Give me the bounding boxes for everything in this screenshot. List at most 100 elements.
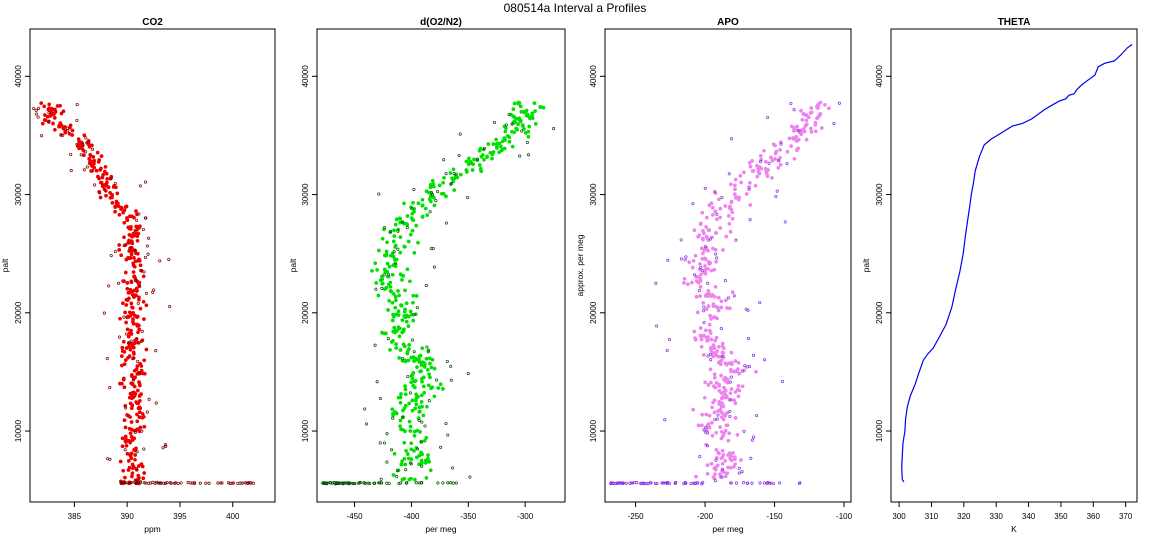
panel-do2n2-data-point	[518, 104, 523, 109]
panel-do2n2-data-point	[382, 441, 387, 445]
panel-apo-data-point	[714, 430, 719, 435]
panel-do2n2-data-point	[422, 438, 427, 443]
panel-apo-data-point	[714, 217, 719, 222]
panel-do2n2-data-point	[418, 409, 422, 414]
panel-apo-data-point	[707, 322, 712, 327]
panel-do2n2-data-point	[429, 199, 433, 204]
panel-do2n2-data-point	[393, 294, 398, 299]
panel-apo-data-point	[690, 280, 694, 285]
panel-do2n2-data-point	[426, 453, 430, 457]
panel-do2n2-data-point	[499, 144, 503, 149]
panel-co2-data-point	[226, 481, 231, 485]
panel-apo-data-point	[710, 293, 715, 297]
panel-apo-data-point	[693, 253, 698, 258]
panel-co2-data-point	[96, 160, 101, 164]
panel-do2n2-data-point	[414, 392, 418, 397]
panel-apo-data-point	[715, 305, 720, 310]
panel-apo-data-point	[679, 257, 683, 261]
panel-apo-data-point	[747, 365, 752, 369]
panel-co2-data-point	[142, 270, 146, 274]
panel-apo-data-point	[748, 218, 752, 222]
panel-apo-data-point	[618, 481, 622, 485]
panel-do2n2-data-point	[519, 118, 523, 123]
panel-co2-data-point	[99, 166, 103, 171]
panel-do2n2-data-point	[514, 116, 518, 121]
panel-apo-data-point	[710, 433, 715, 438]
panel-apo-data-point	[728, 414, 732, 419]
panel-co2-data-point	[125, 413, 129, 417]
panel-apo-data-point	[714, 335, 719, 340]
panel-apo-data-point	[714, 252, 718, 256]
panel-co2-data-point	[127, 310, 132, 315]
panel-apo-data-point	[736, 360, 741, 365]
panel-co2-data-point	[130, 474, 134, 479]
panel-do2n2-data-point	[511, 114, 516, 119]
panel-apo-data-point	[727, 221, 732, 226]
panel-apo-data-point	[719, 404, 724, 409]
panel-do2n2-data-point	[409, 457, 414, 462]
panel-apo-data-point	[733, 196, 738, 200]
panel-co2-data-point	[135, 340, 139, 344]
panel-apo-data-point	[750, 481, 754, 485]
panel-co2-data-point	[138, 383, 142, 388]
panel-apo-data-point	[691, 407, 696, 412]
panel-co2-data-point	[108, 386, 112, 390]
panel-do2n2-data-point	[392, 292, 396, 296]
panel-do2n2-data-point	[385, 240, 389, 245]
panel-do2n2-data-point	[345, 481, 349, 485]
panel-do2n2-data-point	[403, 288, 407, 293]
panel-co2-data-point	[167, 257, 171, 261]
panel-co2-data-point	[103, 165, 108, 169]
panel-co2-data-point	[138, 284, 142, 288]
panel-apo-data-point	[746, 308, 750, 312]
panel-apo-data-point	[767, 481, 772, 485]
panel-apo-data-point	[724, 423, 729, 428]
panel-apo-data-point	[739, 180, 744, 185]
panel-apo-data-point	[714, 447, 719, 452]
panel-apo-data-point	[723, 413, 728, 418]
panel-co2-data-point	[124, 257, 129, 262]
panel-apo-data-point	[719, 391, 724, 395]
panel-co2-data-point	[129, 339, 133, 343]
panel-apo-xlabel: per meg	[712, 524, 743, 534]
panel-co2-data-point	[137, 257, 141, 262]
panel-theta-ytick-label: 20000	[875, 301, 884, 324]
panel-do2n2-data-point	[470, 168, 475, 172]
panel-apo-data-point	[684, 255, 688, 259]
panel-do2n2-data-point	[532, 101, 537, 105]
panel-do2n2-data-point	[379, 481, 384, 485]
panel-apo-data-point	[725, 377, 730, 382]
panel-apo-data-point	[694, 474, 698, 479]
panel-apo-data-point	[702, 333, 706, 338]
panel-do2n2-ytick-label: 40000	[301, 65, 310, 88]
panel-co2-data-point	[123, 358, 128, 362]
panel-do2n2-data-point	[424, 476, 429, 480]
panel-co2-data-point	[106, 185, 111, 190]
panel-co2-data-point	[126, 315, 131, 319]
panel-apo-data-point	[717, 197, 721, 202]
panel-do2n2-data-point	[403, 307, 407, 312]
panel-do2n2-data-point	[482, 157, 486, 162]
panel-do2n2-data-point	[419, 440, 424, 444]
panel-apo-data-point	[728, 229, 733, 234]
panel-do2n2-data-point	[432, 366, 437, 371]
panel-co2-data-point	[136, 406, 141, 411]
panel-apo-data-point	[716, 344, 721, 349]
panel-do2n2-data-point	[482, 146, 486, 150]
panel-co2-data-point	[120, 381, 124, 386]
panel-do2n2-data-point	[523, 131, 528, 135]
panel-co2-data-point	[66, 129, 70, 133]
panel-do2n2-data-point	[408, 232, 413, 237]
panel-do2n2-data-point	[427, 372, 431, 377]
panel-apo-data-point	[827, 106, 831, 111]
panel-apo-data-point	[729, 137, 734, 141]
panel-do2n2-data-point	[323, 481, 327, 485]
panel-apo-data-point	[715, 256, 719, 260]
panel-do2n2-data-point	[420, 376, 424, 381]
panel-apo-data-point	[766, 115, 770, 119]
panel-do2n2-data-point	[454, 172, 458, 176]
panel-co2-data-point	[140, 329, 144, 333]
panel-apo-data-point	[646, 482, 650, 486]
panel-do2n2-data-point	[390, 300, 395, 305]
panel-co2-xtick-label: 390	[120, 512, 134, 521]
